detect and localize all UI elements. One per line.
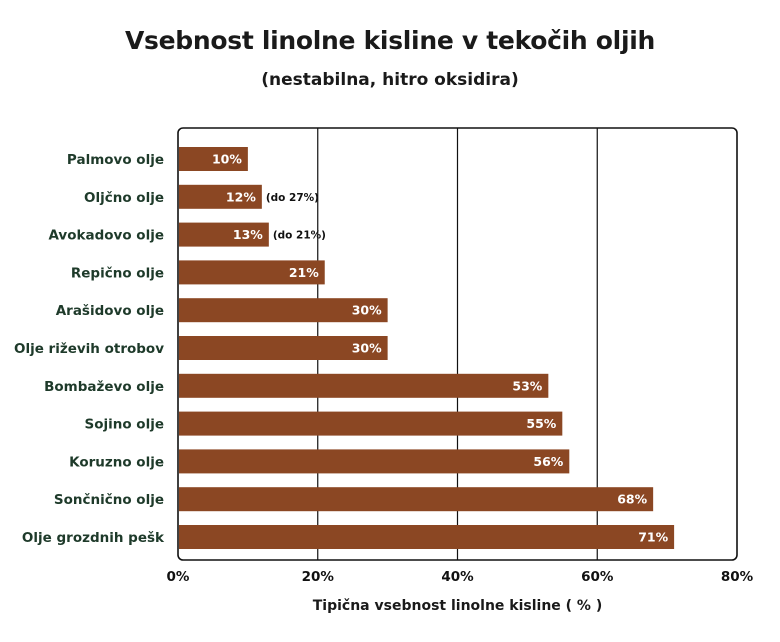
category-label: Olje grozdnih pešk <box>22 530 165 546</box>
bar <box>179 487 654 512</box>
labels: 0% 20% 40% 60% 80% Palmovo olje 10% Oljčno olje… <box>14 152 754 586</box>
chart-title: Vsebnost linolne kisline v tekočih oljih <box>124 26 655 55</box>
data-label: 55% <box>526 416 556 431</box>
category-label: Sončnično olje <box>54 492 164 508</box>
category-label: Olje riževih otrobov <box>14 341 164 357</box>
data-label: 53% <box>512 378 542 393</box>
data-label: 10% <box>212 152 242 167</box>
category-label: Repično olje <box>71 265 164 281</box>
x-tick-label: 20% <box>302 569 335 585</box>
bar <box>179 222 269 247</box>
bar <box>179 336 388 360</box>
data-label: 30% <box>352 341 382 356</box>
category-label: Sojino olje <box>84 417 164 433</box>
x-axis-title: Tipična vsebnost linolne kisline ( % ) <box>312 598 603 614</box>
annotation-label: (do 27%) <box>266 192 319 204</box>
data-label: 56% <box>533 454 563 469</box>
x-tick-label: 0% <box>167 569 190 585</box>
category-label: Bombaževo olje <box>44 379 164 395</box>
bar <box>179 147 248 171</box>
plot-frame <box>177 127 738 561</box>
category-label: Palmovo olje <box>67 152 164 168</box>
annotation-label: (do 21%) <box>273 230 326 242</box>
bar <box>179 260 325 285</box>
bar <box>179 373 549 398</box>
bar <box>179 411 563 436</box>
category-label: Avokadovo olje <box>48 228 164 244</box>
data-label: 68% <box>617 492 647 507</box>
bar <box>179 298 388 323</box>
x-tick-label: 80% <box>721 569 754 585</box>
category-label: Koruzno olje <box>69 454 164 470</box>
data-label: 21% <box>289 265 319 280</box>
data-label: 71% <box>638 530 668 545</box>
category-label: Arašidovo olje <box>56 303 164 319</box>
bars <box>179 147 675 549</box>
bar <box>179 449 570 474</box>
x-tick-label: 40% <box>441 569 474 585</box>
bar <box>179 184 262 209</box>
data-label: 30% <box>352 303 382 318</box>
bar <box>179 525 675 549</box>
data-label: 12% <box>226 189 256 204</box>
chart-subtitle: (nestabilna, hitro oksidira) <box>261 70 519 90</box>
data-label: 13% <box>233 227 263 242</box>
category-label: Oljčno olje <box>84 190 164 206</box>
x-tick-label: 60% <box>581 569 614 585</box>
